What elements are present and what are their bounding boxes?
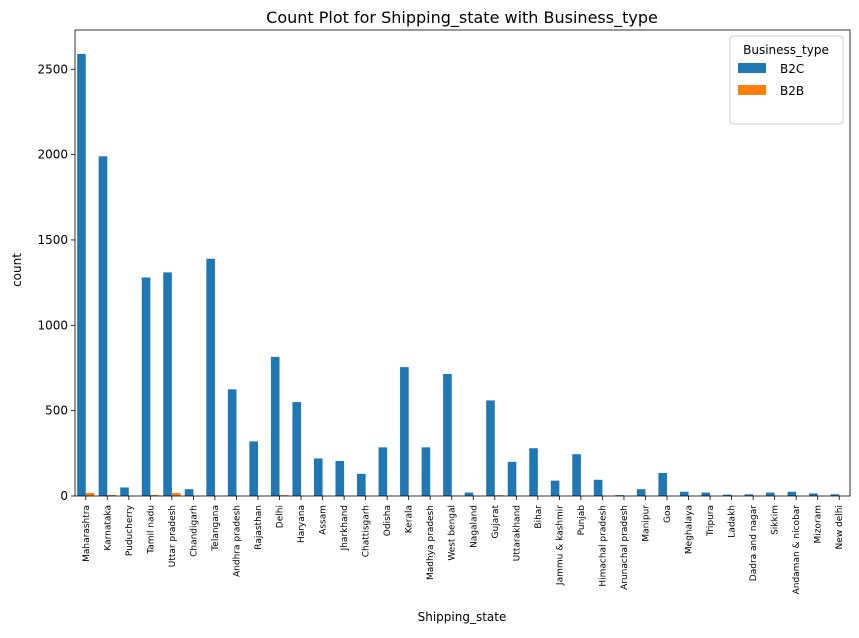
bar-b2c-puducherry bbox=[120, 487, 129, 496]
x-tick-label: Gujarat bbox=[491, 505, 501, 539]
x-tick-label: Haryana bbox=[297, 505, 307, 543]
y-tick-label: 1500 bbox=[37, 233, 68, 247]
bar-b2c-odisha bbox=[379, 447, 388, 496]
x-tick-label: Mizoram bbox=[814, 505, 824, 543]
y-tick-label: 500 bbox=[45, 404, 68, 418]
x-tick-label: Odisha bbox=[383, 505, 393, 536]
x-tick-label: New delhi bbox=[835, 505, 845, 549]
x-tick-label: Chandigarh bbox=[189, 505, 199, 557]
x-tick-label: Dadra and nagar bbox=[749, 505, 759, 581]
bar-b2c-tamil-nadu bbox=[142, 278, 151, 496]
bar-b2c-madhya-pradesh bbox=[422, 447, 431, 496]
x-tick-label: Tamil nadu bbox=[146, 505, 156, 555]
bar-b2c-himachal-pradesh bbox=[594, 480, 603, 496]
x-tick-label: Andaman & nicobar bbox=[792, 505, 802, 595]
x-tick-label: Arunachal pradesh bbox=[620, 505, 630, 590]
x-tick-label: Punjab bbox=[577, 505, 587, 536]
x-tick-label: Delhi bbox=[276, 505, 286, 528]
bar-b2c-uttarakhand bbox=[508, 462, 517, 496]
bar-b2c-nagaland bbox=[465, 493, 474, 496]
bar-b2c-uttar-pradesh bbox=[163, 272, 172, 496]
legend-swatch-b2b bbox=[738, 85, 766, 95]
x-tick-label: Sikkim bbox=[771, 505, 781, 535]
x-tick-label: Assam bbox=[319, 505, 329, 535]
x-tick-label: Goa bbox=[663, 505, 673, 523]
bar-b2c-jammu-kashmir bbox=[551, 481, 560, 496]
legend-label-b2b: B2B bbox=[780, 84, 804, 98]
x-tick-label: Tripura bbox=[706, 505, 716, 537]
legend: Business_type B2C B2B bbox=[730, 36, 843, 124]
x-tick-label: Madhya pradesh bbox=[426, 505, 436, 580]
bar-b2c-west-bengal bbox=[443, 374, 452, 496]
bar-b2c-kerala bbox=[400, 367, 409, 496]
bar-b2c-maharashtra bbox=[77, 54, 86, 496]
x-tick-label: Manipur bbox=[641, 505, 651, 542]
x-tick-label: Karnataka bbox=[103, 505, 113, 551]
x-tick-label: Uttar pradesh bbox=[168, 505, 178, 567]
x-tick-label: Jammu & kashmir bbox=[555, 505, 565, 586]
bar-b2c-meghalaya bbox=[680, 492, 689, 496]
x-tick-label: Bihar bbox=[534, 505, 544, 529]
bar-b2c-assam bbox=[314, 458, 323, 496]
y-tick-label: 1000 bbox=[37, 318, 68, 332]
bar-b2c-manipur bbox=[637, 489, 646, 496]
bar-b2c-telangana bbox=[206, 259, 215, 496]
legend-title: Business_type bbox=[743, 43, 829, 57]
bar-b2c-chattisgarh bbox=[357, 474, 366, 496]
bar-b2c-haryana bbox=[292, 402, 301, 496]
x-axis-label: Shipping_state bbox=[418, 610, 507, 624]
x-tick-label: Chattisgarh bbox=[362, 505, 372, 557]
x-tick-label: Himachal pradesh bbox=[598, 505, 608, 587]
legend-swatch-b2c bbox=[738, 63, 766, 73]
bar-b2c-andaman-nicobar bbox=[788, 492, 797, 496]
bar-b2c-tripura bbox=[701, 493, 710, 496]
bar-b2b-uttar-pradesh bbox=[172, 493, 181, 496]
x-tick-label: Uttarakhand bbox=[512, 505, 522, 561]
bar-b2c-delhi bbox=[271, 357, 280, 496]
bar-b2c-andhra-pradesh bbox=[228, 389, 237, 496]
y-tick-label: 2000 bbox=[37, 148, 68, 162]
bar-b2c-gujarat bbox=[486, 400, 495, 496]
x-tick-label: Kerala bbox=[405, 505, 415, 533]
bar-b2c-karnataka bbox=[99, 156, 108, 496]
x-ticks-group: Maharashtra Karnataka Puducherry Tamil nadu… bbox=[82, 496, 845, 594]
y-axis-label: count bbox=[10, 253, 24, 287]
chart-title: Count Plot for Shipping_state with Busin… bbox=[266, 8, 658, 28]
x-tick-label: Andhra pradesh bbox=[232, 505, 242, 577]
x-tick-label: Rajasthan bbox=[254, 505, 264, 550]
bar-b2c-sikkim bbox=[766, 493, 775, 496]
y-ticks-group: 0 500 1000 1500 2000 2500 bbox=[37, 62, 75, 503]
bar-b2c-rajasthan bbox=[249, 441, 258, 496]
bar-b2b-maharashtra bbox=[86, 493, 95, 496]
bar-b2c-chandigarh bbox=[185, 489, 194, 496]
x-tick-label: Jharkhand bbox=[340, 505, 350, 551]
bars-group bbox=[77, 54, 839, 496]
y-tick-label: 0 bbox=[60, 489, 68, 503]
bar-b2c-punjab bbox=[572, 454, 581, 496]
x-tick-label: Puducherry bbox=[125, 504, 135, 556]
bar-b2c-bihar bbox=[529, 448, 538, 496]
y-tick-label: 2500 bbox=[37, 62, 68, 76]
x-tick-label: Telangana bbox=[211, 505, 221, 552]
x-tick-label: Nagaland bbox=[469, 505, 479, 548]
legend-label-b2c: B2C bbox=[780, 62, 804, 76]
x-tick-label: Meghalaya bbox=[685, 505, 695, 554]
bar-b2c-goa bbox=[658, 473, 667, 496]
bar-b2c-jharkhand bbox=[335, 461, 344, 496]
x-tick-label: Ladakh bbox=[728, 505, 738, 538]
x-tick-label: West bengal bbox=[448, 505, 458, 561]
x-tick-label: Maharashtra bbox=[82, 505, 92, 562]
